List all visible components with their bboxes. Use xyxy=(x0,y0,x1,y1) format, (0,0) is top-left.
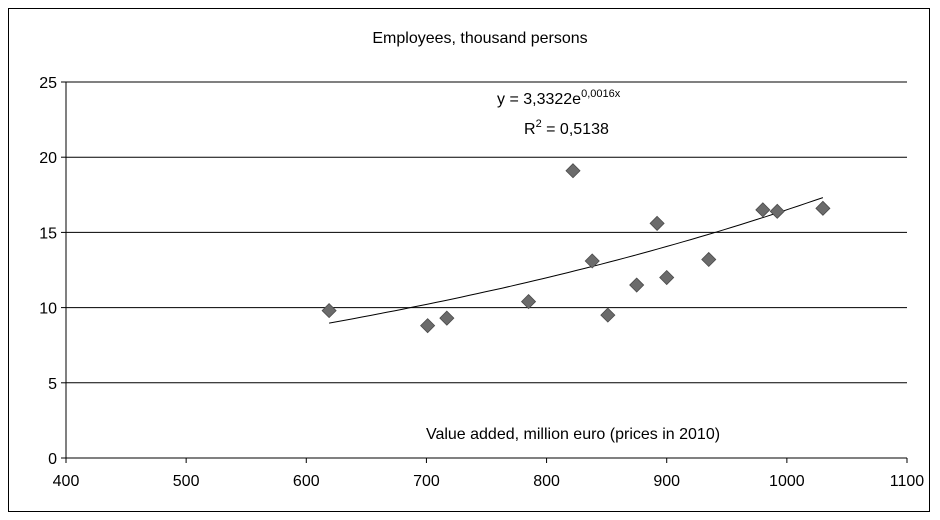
data-point xyxy=(321,303,337,319)
y-tick-label: 25 xyxy=(39,75,57,92)
trendline xyxy=(329,197,824,324)
r-squared-value: = 0,5138 xyxy=(542,121,609,138)
x-tick-label: 600 xyxy=(293,473,320,490)
data-point xyxy=(565,163,581,179)
chart-title: Employees, thousand persons xyxy=(372,30,587,47)
trendline-equation: y = 3,3322e0,0016x xyxy=(497,88,621,108)
grid-lines xyxy=(66,81,907,384)
data-point xyxy=(649,215,665,231)
x-axis-label: Value added, million euro (prices in 201… xyxy=(426,426,720,443)
x-tick-label: 400 xyxy=(53,473,80,490)
axes xyxy=(61,81,908,463)
chart-frame xyxy=(8,8,930,512)
trendline-equation-exponent: 0,0016x xyxy=(581,88,621,100)
data-point xyxy=(584,253,600,269)
data-points xyxy=(321,163,831,334)
data-point xyxy=(600,307,616,323)
data-point xyxy=(629,277,645,293)
data-point xyxy=(659,269,675,286)
data-point xyxy=(769,203,785,219)
x-tick-label: 900 xyxy=(653,473,680,490)
data-point xyxy=(701,251,717,268)
trendline-equation-base: y = 3,3322e xyxy=(497,91,581,108)
data-point xyxy=(815,200,831,216)
y-tick-label: 15 xyxy=(39,225,57,242)
data-point xyxy=(520,294,537,310)
x-tick-label: 700 xyxy=(413,473,440,490)
trendline-r-squared: R2 = 0,5138 xyxy=(524,118,609,138)
x-tick-label: 500 xyxy=(173,473,200,490)
data-point xyxy=(420,318,436,334)
data-point xyxy=(755,202,771,218)
y-tick-label: 20 xyxy=(39,150,57,167)
r-squared-base: R xyxy=(524,121,536,138)
y-tick-label: 5 xyxy=(48,376,57,393)
r-squared-sup: 2 xyxy=(536,118,542,130)
x-tick-label: 1000 xyxy=(769,473,805,490)
x-tick-label: 1100 xyxy=(890,473,925,490)
y-tick-label: 10 xyxy=(39,301,57,318)
y-tick-labels: 0 5 10 15 20 25 xyxy=(39,75,57,468)
y-tick-label: 0 xyxy=(48,451,57,468)
data-point xyxy=(439,310,455,326)
x-tick-label: 800 xyxy=(533,473,560,490)
x-tick-labels: 400 500 600 700 800 900 1000 1100 xyxy=(53,473,925,490)
